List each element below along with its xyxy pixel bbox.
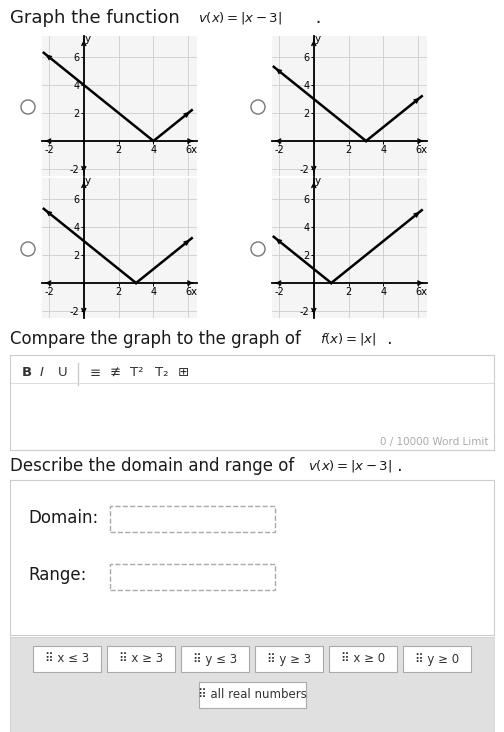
Text: Compare the graph to the graph of: Compare the graph to the graph of — [10, 330, 301, 348]
Text: ⠿ x ≥ 0: ⠿ x ≥ 0 — [341, 652, 385, 665]
FancyBboxPatch shape — [107, 646, 175, 672]
Text: x: x — [420, 287, 426, 297]
Text: T₂: T₂ — [155, 367, 168, 379]
Text: x: x — [191, 145, 197, 155]
Text: y: y — [85, 176, 91, 186]
Text: .: . — [392, 457, 403, 475]
Text: y: y — [85, 34, 91, 44]
Text: Describe the domain and range of: Describe the domain and range of — [10, 457, 294, 475]
FancyBboxPatch shape — [181, 646, 249, 672]
Text: ⠿ all real numbers: ⠿ all real numbers — [198, 689, 306, 701]
Text: I: I — [40, 367, 44, 379]
Text: B: B — [22, 367, 32, 379]
Text: y: y — [315, 176, 321, 186]
Text: y: y — [315, 34, 321, 44]
FancyBboxPatch shape — [329, 646, 397, 672]
Text: Range:: Range: — [28, 566, 86, 584]
Text: Graph the function: Graph the function — [10, 9, 180, 27]
FancyBboxPatch shape — [199, 682, 305, 708]
Text: ⠿ y ≥ 3: ⠿ y ≥ 3 — [267, 652, 311, 665]
Text: .: . — [382, 330, 393, 348]
Text: x: x — [191, 287, 197, 297]
Text: ≡: ≡ — [90, 367, 101, 379]
FancyBboxPatch shape — [403, 646, 471, 672]
Text: ⠿ x ≤ 3: ⠿ x ≤ 3 — [45, 652, 89, 665]
Text: 0 / 10000 Word Limit: 0 / 10000 Word Limit — [380, 437, 488, 447]
Text: U: U — [58, 367, 68, 379]
Text: $v(x) = |x - 3|$: $v(x) = |x - 3|$ — [198, 10, 282, 26]
Text: Domain:: Domain: — [28, 509, 98, 527]
Text: .: . — [310, 9, 322, 27]
Text: ⊞: ⊞ — [178, 367, 189, 379]
Text: T²: T² — [130, 367, 144, 379]
Text: ≢: ≢ — [110, 367, 121, 379]
Text: $v(x) = |x - 3|$: $v(x) = |x - 3|$ — [308, 458, 392, 474]
Text: ⠿ x ≥ 3: ⠿ x ≥ 3 — [119, 652, 163, 665]
Text: $f(x) = |x|$: $f(x) = |x|$ — [320, 331, 376, 347]
Text: ⠿ y ≥ 0: ⠿ y ≥ 0 — [415, 652, 459, 665]
Text: ⠿ y ≤ 3: ⠿ y ≤ 3 — [193, 652, 237, 665]
FancyBboxPatch shape — [255, 646, 323, 672]
FancyBboxPatch shape — [33, 646, 101, 672]
Text: x: x — [420, 145, 426, 155]
